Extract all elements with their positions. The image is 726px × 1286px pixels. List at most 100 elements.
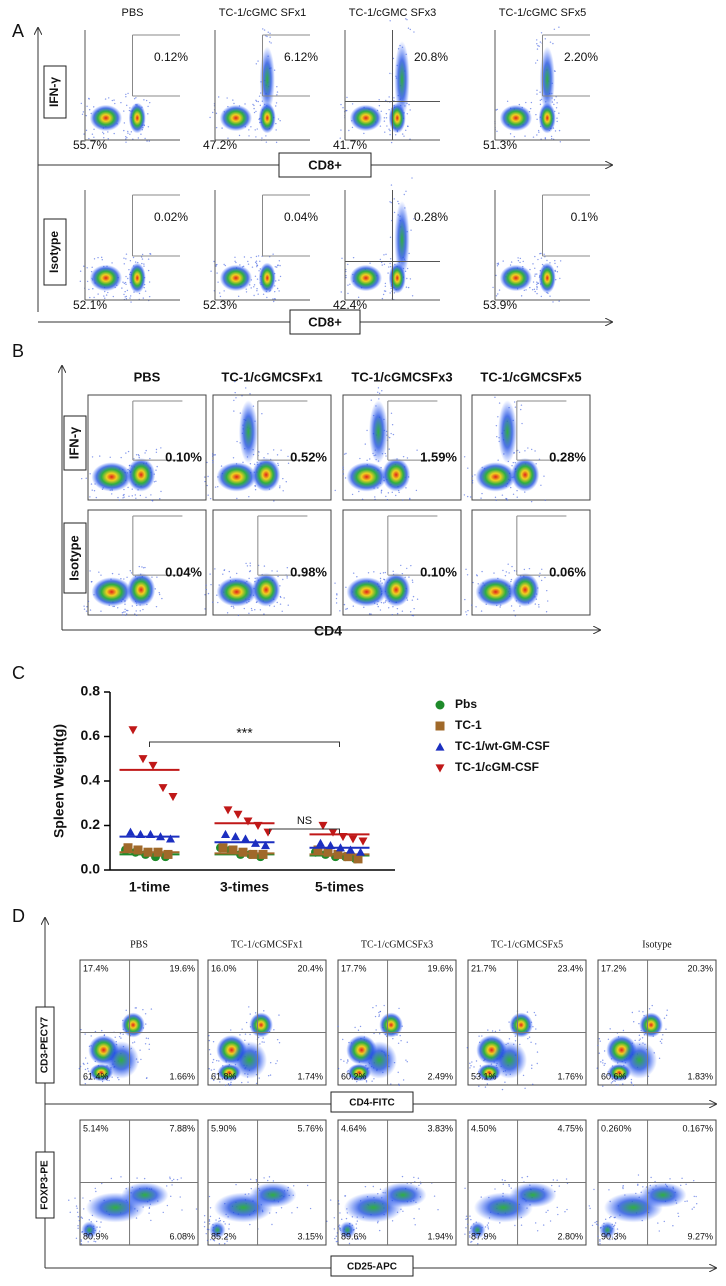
event-dot <box>267 1179 269 1182</box>
event-dot <box>205 584 207 586</box>
event-dot <box>475 606 477 608</box>
quadrant-percent: 1.83% <box>687 1071 713 1081</box>
quadrant-percent: 20.4% <box>297 963 323 973</box>
event-dot <box>144 1013 147 1015</box>
event-dot <box>95 1220 98 1223</box>
event-dot <box>391 423 394 426</box>
gate-percent: 52.1% <box>73 298 107 312</box>
event-dot <box>205 588 207 591</box>
y-tick-label: 0.0 <box>81 861 101 877</box>
event-dot <box>85 477 87 480</box>
event-dot <box>497 263 500 265</box>
event-dot <box>372 1006 374 1009</box>
event-dot <box>219 1081 221 1083</box>
event-dot <box>413 1217 415 1220</box>
event-dot <box>405 129 407 132</box>
event-dot <box>600 1061 602 1063</box>
event-dot <box>329 1199 332 1201</box>
event-dot <box>342 466 344 468</box>
data-point <box>128 726 138 735</box>
event-dot <box>267 453 269 455</box>
event-dot <box>608 1189 610 1191</box>
event-dot <box>217 96 220 98</box>
column-header: Isotype <box>642 939 672 950</box>
event-dot <box>553 28 556 30</box>
event-dot <box>149 253 152 255</box>
event-dot <box>363 606 365 609</box>
event-dot <box>364 1185 367 1188</box>
quadrant-percent: 17.7% <box>341 963 367 973</box>
event-dot <box>126 104 128 107</box>
axis-label: IFN-γ <box>47 77 61 107</box>
event-dot <box>553 99 556 101</box>
event-dot <box>110 1177 113 1180</box>
event-dot <box>97 256 99 259</box>
event-dot <box>338 1203 340 1205</box>
event-dot <box>508 572 510 574</box>
event-dot <box>218 1242 221 1245</box>
event-dot <box>380 261 383 264</box>
event-dot <box>276 86 278 88</box>
event-dot <box>558 112 560 114</box>
event-dot <box>234 260 236 262</box>
event-dot <box>248 612 250 614</box>
event-dot <box>208 1034 210 1037</box>
event-dot <box>244 1033 247 1035</box>
event-dot <box>498 1029 501 1031</box>
event-dot <box>388 448 390 450</box>
flow-plot <box>80 92 151 143</box>
event-dot <box>342 107 344 109</box>
event-dot <box>293 1185 295 1187</box>
event-dot <box>499 1222 501 1224</box>
event-dot <box>134 494 136 496</box>
event-dot <box>669 1178 671 1180</box>
event-dot <box>248 577 250 580</box>
event-dot <box>105 294 108 296</box>
event-dot <box>207 494 209 496</box>
event-dot <box>253 111 256 114</box>
population <box>259 46 275 113</box>
population <box>258 262 276 294</box>
legend-label: Pbs <box>455 697 477 711</box>
event-dot <box>478 1085 480 1087</box>
event-dot <box>147 105 149 108</box>
event-dot <box>566 1182 569 1185</box>
event-dot <box>263 1177 265 1179</box>
event-dot <box>89 609 92 611</box>
event-dot <box>93 106 95 108</box>
event-dot <box>558 129 561 132</box>
event-dot <box>555 107 558 109</box>
event-dot <box>383 120 386 122</box>
event-dot <box>603 1050 606 1052</box>
event-dot <box>243 256 246 258</box>
event-dot <box>126 136 128 139</box>
event-dot <box>131 495 133 497</box>
population <box>539 46 555 113</box>
event-dot <box>77 1225 79 1227</box>
flow-plot <box>463 394 591 503</box>
event-dot <box>138 456 140 459</box>
event-dot <box>413 1176 415 1179</box>
event-dot <box>276 601 278 604</box>
event-dot <box>537 44 539 47</box>
event-dot <box>345 586 347 589</box>
data-point <box>343 852 353 862</box>
event-dot <box>536 283 538 286</box>
axis-label: CD8+ <box>308 314 342 329</box>
event-dot <box>559 277 561 280</box>
event-dot <box>479 1065 482 1067</box>
event-dot <box>125 93 127 96</box>
event-dot <box>509 133 512 135</box>
event-dot <box>374 498 376 501</box>
event-dot <box>214 1073 217 1075</box>
event-dot <box>368 613 371 615</box>
event-dot <box>113 99 115 101</box>
event-dot <box>610 1082 613 1084</box>
event-dot <box>244 1039 246 1042</box>
event-dot <box>279 485 281 487</box>
event-dot <box>80 1216 83 1218</box>
event-dot <box>549 295 551 297</box>
event-dot <box>155 480 157 482</box>
event-dot <box>591 1224 594 1227</box>
event-dot <box>108 97 110 99</box>
